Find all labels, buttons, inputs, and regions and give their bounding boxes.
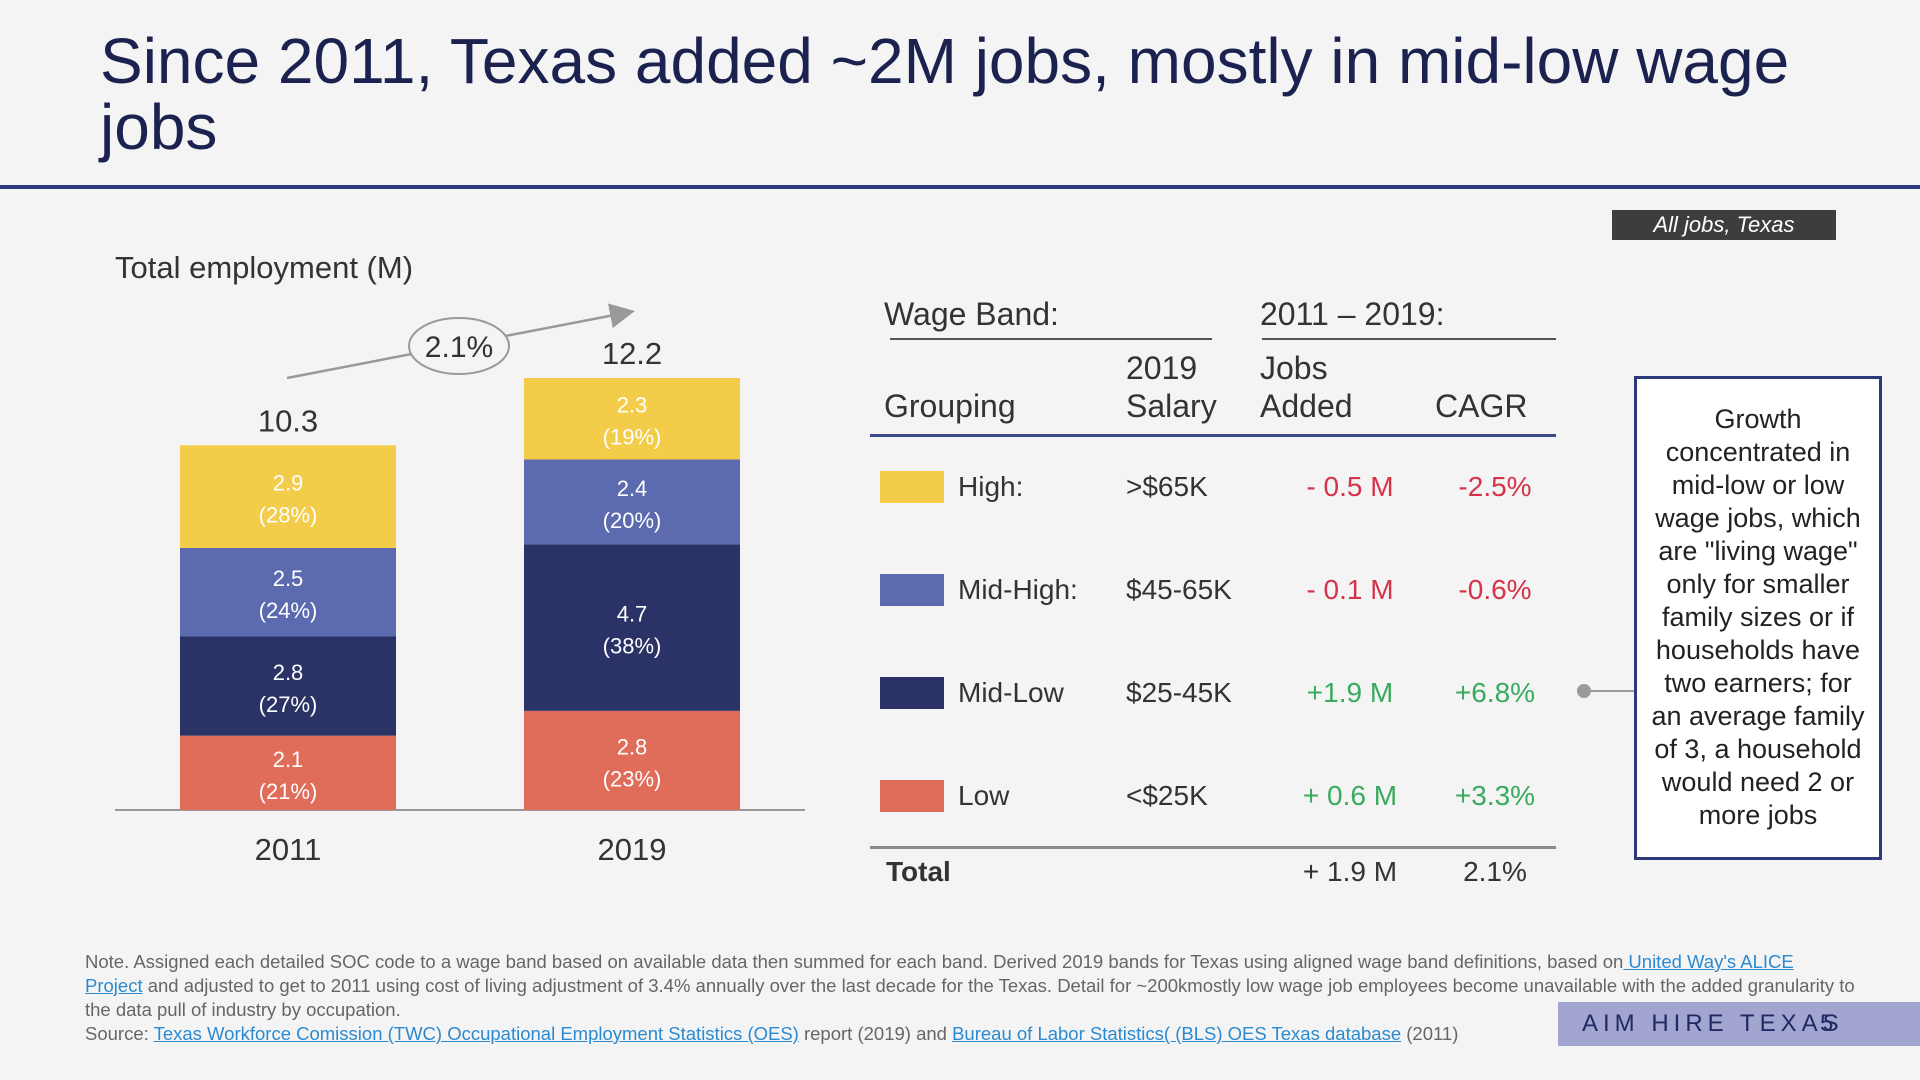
row-cagr: +6.8% bbox=[1454, 677, 1536, 708]
col-salary-line2: Salary bbox=[1126, 388, 1217, 424]
col-jobs-line1: Jobs bbox=[1260, 350, 1328, 386]
note-text-4: (2011) bbox=[1401, 1023, 1459, 1044]
total-jobs-added: + 1.9 M bbox=[1302, 856, 1398, 887]
row-salary: >$65K bbox=[1126, 471, 1208, 502]
total-rule bbox=[870, 846, 1556, 849]
row-group: Low bbox=[958, 780, 1010, 811]
bar-value-label: 2.8 bbox=[617, 734, 648, 759]
period-header-rule bbox=[1262, 338, 1556, 340]
bar-share-label: (21%) bbox=[259, 779, 318, 804]
chart-title: Total employment (M) bbox=[115, 250, 414, 285]
bar-low-2011 bbox=[180, 735, 396, 810]
bar-high-2019 bbox=[524, 378, 740, 460]
callout-connector bbox=[1586, 690, 1634, 692]
note-text-3: report (2019) and bbox=[798, 1023, 953, 1044]
source-label: Source: bbox=[85, 1023, 154, 1044]
bar-total-label: 10.3 bbox=[258, 403, 318, 438]
bar-low-2019 bbox=[524, 710, 740, 810]
row-cagr: -0.6% bbox=[1458, 574, 1532, 605]
bar-mid-low-2011 bbox=[180, 636, 396, 736]
bar-share-label: (23%) bbox=[603, 766, 662, 791]
bar-share-label: (28%) bbox=[259, 503, 318, 528]
table-row: Mid-High: $45-65K - 0.1 M -0.6% bbox=[880, 570, 1560, 610]
row-group: Mid-High: bbox=[958, 574, 1078, 605]
col-salary-line1: 2019 bbox=[1126, 350, 1198, 386]
bar-share-label: (20%) bbox=[603, 508, 662, 533]
bls-oes-link[interactable]: Bureau of Labor Statistics( (BLS) OES Te… bbox=[952, 1023, 1402, 1044]
row-jobs-added: - 0.5 M bbox=[1306, 471, 1394, 502]
row-jobs-added: +1.9 M bbox=[1306, 677, 1394, 708]
bar-value-label: 2.5 bbox=[273, 566, 304, 591]
col-jobs-line2: Added bbox=[1260, 388, 1353, 424]
bar-total-label: 12.2 bbox=[602, 336, 662, 371]
legend-swatch-mid-high bbox=[880, 574, 944, 606]
row-salary: $25-45K bbox=[1126, 677, 1232, 708]
row-cagr: +3.3% bbox=[1454, 780, 1536, 811]
legend-swatch-low bbox=[880, 780, 944, 812]
wage-band-header: Wage Band: bbox=[884, 296, 1059, 332]
wage-band-header-rule bbox=[890, 338, 1212, 340]
twc-oes-link[interactable]: Texas Workforce Comission (TWC) Occupati… bbox=[153, 1023, 799, 1044]
cagr-annotation: 2.1% bbox=[425, 331, 493, 364]
x-tick-label: 2019 bbox=[598, 832, 667, 867]
legend-swatch-mid-low bbox=[880, 677, 944, 709]
bar-share-label: (38%) bbox=[603, 634, 662, 659]
callout-anchor-dot bbox=[1577, 684, 1591, 698]
bar-mid-high-2019 bbox=[524, 459, 740, 545]
bar-value-label: 2.3 bbox=[617, 393, 648, 418]
row-jobs-added: - 0.1 M bbox=[1306, 574, 1394, 605]
row-cagr: -2.5% bbox=[1458, 471, 1532, 502]
col-cagr: CAGR bbox=[1435, 388, 1528, 424]
page-number: 5 bbox=[1820, 1010, 1834, 1037]
bar-share-label: (27%) bbox=[259, 692, 318, 717]
column-header-rule bbox=[870, 434, 1556, 437]
note-text-2: and adjusted to get to 2011 using cost o… bbox=[85, 975, 1855, 1020]
alice-project-link[interactable]: United Way's ALICE Project bbox=[85, 951, 1794, 996]
col-grouping: Grouping bbox=[884, 388, 1016, 424]
bar-share-label: (24%) bbox=[259, 598, 318, 623]
scope-tag: All jobs, Texas bbox=[1612, 210, 1836, 240]
footer-badge: AIM HIRE TEXAS 5 bbox=[1558, 1002, 1920, 1046]
row-jobs-added: + 0.6 M bbox=[1302, 780, 1398, 811]
table-row: Low <$25K + 0.6 M +3.3% bbox=[880, 776, 1560, 816]
title-divider bbox=[0, 185, 1920, 189]
bar-mid-high-2011 bbox=[180, 547, 396, 637]
bar-value-label: 2.4 bbox=[617, 476, 648, 501]
bar-mid-low-2019 bbox=[524, 544, 740, 711]
legend-swatch-high bbox=[880, 471, 944, 503]
row-salary: $45-65K bbox=[1126, 574, 1232, 605]
bar-share-label: (19%) bbox=[603, 425, 662, 450]
table-row: High: >$65K - 0.5 M -2.5% bbox=[880, 467, 1560, 507]
callout-box: Growth concentrated in mid-low or low wa… bbox=[1634, 376, 1882, 860]
footnote: Note. Assigned each detailed SOC code to… bbox=[85, 950, 1855, 1046]
table-row: Mid-Low $25-45K +1.9 M +6.8% bbox=[880, 673, 1560, 713]
total-label: Total bbox=[886, 856, 951, 887]
period-header: 2011 – 2019: bbox=[1260, 296, 1445, 332]
bar-value-label: 2.8 bbox=[273, 660, 304, 685]
row-group: High: bbox=[958, 471, 1024, 502]
bar-high-2011 bbox=[180, 445, 396, 548]
bar-value-label: 2.9 bbox=[273, 471, 304, 496]
note-text-1: Note. Assigned each detailed SOC code to… bbox=[85, 951, 1624, 972]
bar-value-label: 2.1 bbox=[273, 747, 304, 772]
row-group: Mid-Low bbox=[958, 677, 1064, 708]
total-row: Total + 1.9 M 2.1% bbox=[880, 852, 1560, 892]
total-cagr: 2.1% bbox=[1463, 856, 1527, 887]
employment-stacked-bar-chart: 2.1 (21%) 2.8 (27%) 2.5 (24%) 2.9 (28%) 10.3 2011… bbox=[115, 303, 805, 867]
cagr-ellipse bbox=[408, 317, 510, 375]
page-title: Since 2011, Texas added ~2M jobs, mostly… bbox=[100, 25, 1790, 163]
bar-value-label: 4.7 bbox=[617, 602, 648, 627]
x-tick-label: 2011 bbox=[255, 832, 322, 867]
brand-name: AIM HIRE TEXAS bbox=[1582, 1010, 1844, 1037]
row-salary: <$25K bbox=[1126, 780, 1208, 811]
